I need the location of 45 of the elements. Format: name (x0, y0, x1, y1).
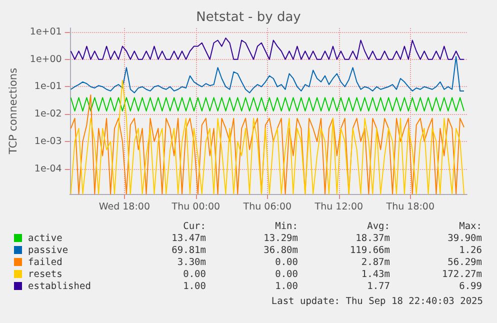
text: 36.80m (262, 245, 299, 257)
text: 1.00 (182, 281, 207, 293)
legend-label: resets (27, 269, 64, 281)
text: 0.00 (182, 269, 207, 281)
x-tick-label: Wed 18:00 (98, 202, 150, 212)
x-tick-label: Thu 12:00 (314, 202, 364, 212)
text: 0.00 (274, 257, 299, 269)
text: Avg: (366, 221, 391, 233)
legend-label: passive (27, 245, 70, 257)
text: 6.99 (458, 281, 483, 293)
y-axis-title: TCP connections (8, 68, 20, 156)
legend-label: established (27, 281, 92, 293)
text: 69.81m (170, 245, 207, 257)
y-tick-label: 1e-01 (34, 81, 62, 92)
text: 18.37m (354, 233, 391, 245)
text: 39.90m (446, 233, 483, 245)
text: 1.00 (274, 281, 299, 293)
text: Min: (274, 221, 299, 233)
text: 172.27m (440, 269, 483, 281)
text: Max: (458, 221, 483, 233)
legend-label: failed (27, 257, 64, 269)
text: 1.26 (458, 245, 483, 257)
text: 56.29m (446, 257, 483, 269)
x-tick-label: Thu 18:00 (385, 202, 435, 212)
chart-title: Netstat - by day (196, 10, 302, 25)
y-tick-label: 1e-04 (34, 163, 62, 174)
line-series (70, 38, 465, 60)
text: 119.66m (348, 245, 391, 257)
text: 13.47m (170, 233, 207, 245)
text: 13.29m (262, 233, 299, 245)
text: Cur: (182, 221, 207, 233)
y-tick-label: 1e-02 (34, 108, 62, 120)
y-tick-label: 1e+01 (30, 26, 62, 38)
text: 0.00 (274, 269, 299, 281)
text: 3.30m (176, 257, 207, 269)
x-tick-label: Thu 06:00 (242, 202, 292, 212)
x-tick-label: Thu 00:00 (170, 202, 220, 212)
legend-label: active (27, 233, 64, 245)
text: 1.77 (366, 281, 391, 293)
text: 1.43m (360, 269, 391, 281)
y-tick-label: 1e-03 (34, 136, 62, 147)
y-tick-label: 1e+00 (30, 54, 62, 65)
text: 2.87m (360, 257, 391, 269)
text: Last update: Thu Sep 18 22:40:03 2025 (271, 296, 483, 307)
line-series (70, 56, 465, 94)
